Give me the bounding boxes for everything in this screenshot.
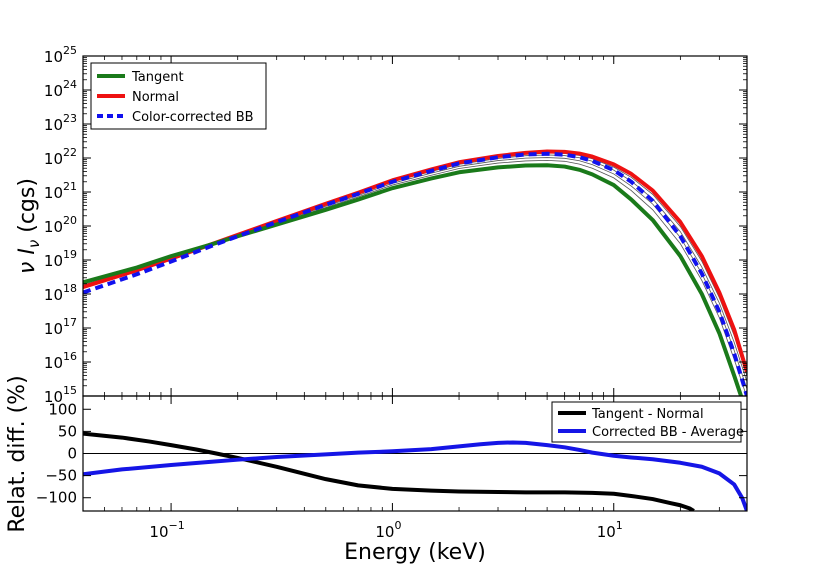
- bottom-y-tick-label: 0: [67, 445, 77, 463]
- top-panel-spectrum: 1015 1016 1017 1018 1019 1020 1021 1022 1023 1024…: [15, 44, 748, 406]
- bottom-panel-difference: 100 50 0 −50 −100 10−1 100 101 Relat. diff. (%…: [5, 375, 748, 565]
- top-y-tick-label: 1025: [44, 44, 77, 66]
- top-y-tick-label: 1018: [44, 282, 77, 304]
- top-y-axis-label: ν Iν (cgs): [15, 178, 43, 274]
- legend-entry: Tangent - Normal: [591, 407, 704, 422]
- top-y-tick-label: 1016: [44, 350, 77, 372]
- legend-entry: Tangent: [131, 70, 184, 85]
- legend-entry: Normal: [132, 90, 179, 105]
- legend-entry: Color-corrected BB: [132, 110, 254, 125]
- top-y-tick-label: 1021: [44, 180, 77, 202]
- series-line-color-corrected-bb: [83, 151, 747, 396]
- top-y-tick-label: 1023: [44, 112, 77, 134]
- top-y-tick-label: 1024: [44, 78, 77, 100]
- legend-entry: Corrected BB - Average: [592, 425, 744, 440]
- top-y-tick-label: 1022: [44, 146, 77, 168]
- bottom-legend: Tangent - Normal Corrected BB - Average: [551, 401, 744, 443]
- x-tick-label: 10−1: [149, 519, 184, 541]
- top-y-tick-label: 1017: [44, 316, 77, 338]
- top-y-tick-label: 1015: [44, 384, 77, 406]
- thin-curve-2: [83, 157, 747, 390]
- bottom-y-tick-label: −50: [45, 467, 77, 485]
- series-line-corrected-bb-average: [83, 440, 747, 511]
- bottom-y-axis-label: Relat. diff. (%): [5, 375, 30, 532]
- x-tick-label: 101: [597, 519, 623, 541]
- top-y-tick-label: 1020: [44, 214, 77, 236]
- bottom-y-tick-label: 100: [48, 400, 77, 418]
- series-line-tangent-normal: [83, 431, 695, 511]
- bottom-y-tick-label: 50: [58, 422, 77, 440]
- top-y-tick-label: 1019: [44, 248, 77, 270]
- top-legend: Tangent Normal Color-corrected BB: [90, 62, 267, 130]
- bottom-y-tick-label: −100: [36, 489, 77, 507]
- x-axis-label: Energy (keV): [344, 540, 486, 565]
- x-tick-label: 100: [375, 519, 401, 541]
- series-line-tangent: [83, 163, 744, 396]
- series-line-normal: [83, 149, 747, 373]
- bottom-legend-box: [551, 401, 742, 443]
